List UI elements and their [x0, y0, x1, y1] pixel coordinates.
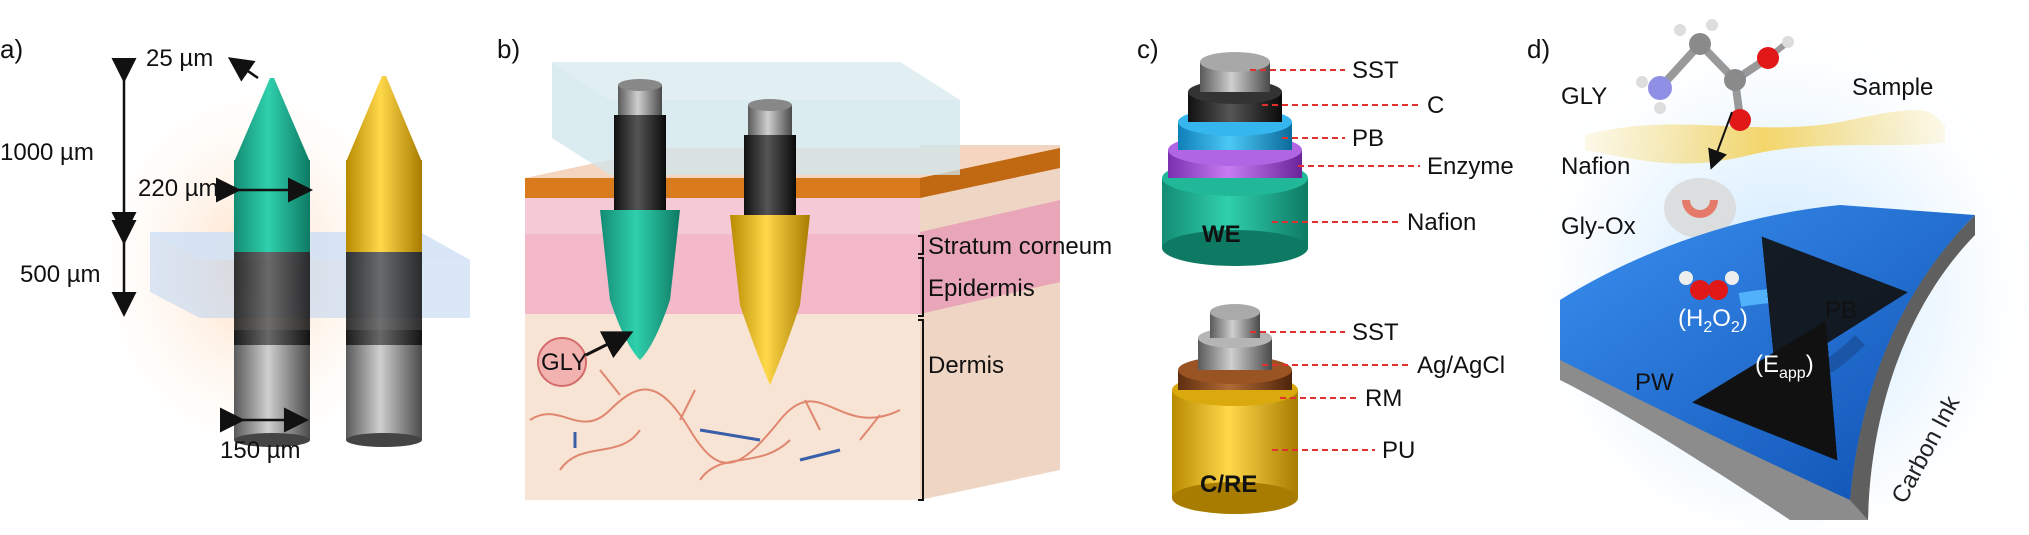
- nafion-band: [1585, 110, 1945, 164]
- panel-d: d): [1527, 10, 2029, 530]
- panel-c: c) WE SST C PB Enzyme Nafion: [1137, 34, 1514, 514]
- gly-mol-label: GLY: [1561, 83, 1607, 110]
- panel-a: a) 25 µm 1000 µm 220 µm 500 µm: [0, 34, 470, 475]
- panel-d-label: d): [1527, 34, 1550, 64]
- glyox-label: Gly-Ox: [1561, 213, 1636, 240]
- layer-stratum-side: [920, 148, 1060, 198]
- needle-cre-wire: [346, 330, 422, 440]
- cre-body: [744, 135, 796, 215]
- we-layer-c: C: [1427, 92, 1444, 119]
- we-leaders: [1250, 69, 1420, 223]
- needle-we-shaft: [234, 160, 310, 252]
- oxidation-arrow: [1738, 236, 1908, 376]
- inserted-needle-cre: [730, 99, 810, 385]
- enzyme-active-site: [1682, 200, 1718, 218]
- gly-label: GLY: [541, 349, 587, 376]
- bracket-epidermis: [918, 257, 924, 317]
- gly-arrow: [585, 331, 634, 359]
- dim-width-label: 220 µm: [138, 175, 219, 202]
- needle-we-base: [234, 250, 310, 345]
- dim-tip-label: 25 µm: [146, 45, 213, 72]
- panel-a-label: a): [0, 34, 23, 64]
- cre-layer-sst: SST: [1352, 319, 1399, 346]
- cre-tag: C/RE: [1200, 471, 1257, 498]
- glycine-molecule: [1636, 19, 1794, 131]
- needle-cre-wire-end: [346, 433, 422, 447]
- dim-length-label: 1000 µm: [0, 139, 94, 166]
- needle-we: [234, 78, 310, 447]
- pw-label: PW: [1635, 369, 1674, 396]
- dim-wire-label: 150 µm: [220, 437, 301, 464]
- cre-layer-agagcl: Ag/AgCl: [1417, 352, 1505, 379]
- we-nafion-bottom: [1162, 230, 1308, 266]
- gly-down-arrow: [1708, 111, 1733, 170]
- inserted-needle-we: [600, 79, 680, 360]
- cre-leaders: [1250, 331, 1410, 451]
- layer-dermis-label: Dermis: [928, 352, 1004, 379]
- we-layer-nafion: Nafion: [1407, 209, 1476, 236]
- needle-cre-base: [346, 250, 422, 345]
- skin-side: [920, 145, 1060, 500]
- cre-tip: [730, 215, 810, 385]
- panel-b: b): [497, 34, 1112, 501]
- layer-epidermis-label: Epidermis: [928, 275, 1035, 302]
- layer-dermis: [525, 312, 920, 500]
- layer-epidermis-side: [920, 200, 1060, 314]
- bracket-dermis: [918, 319, 924, 501]
- reduction-arrow: [1692, 320, 1865, 461]
- needle-we-tip: [234, 78, 310, 162]
- carbon-ink-side: [1850, 215, 1975, 520]
- cre-pu: [1172, 390, 1298, 498]
- capillaries: [529, 369, 901, 481]
- we-layer-enzyme: Enzyme: [1427, 153, 1514, 180]
- needle-cre-shaft: [346, 160, 422, 252]
- panel-b-label: b): [497, 34, 520, 64]
- we-tag: WE: [1202, 221, 1241, 248]
- cre-layer-pu: PU: [1382, 437, 1415, 464]
- pb-label: PB: [1825, 297, 1857, 324]
- we-stack: WE: [1162, 52, 1308, 266]
- h2o2-molecule: [1679, 271, 1739, 300]
- cre-stack: C/RE: [1172, 304, 1298, 514]
- needle-we-wire: [234, 330, 310, 440]
- needle-cre-tip: [346, 76, 422, 162]
- layer-epidermis: [525, 232, 920, 314]
- panel-c-label: c): [1137, 34, 1159, 64]
- bracket-stratum: [918, 235, 924, 255]
- we-layer-sst: SST: [1352, 57, 1399, 84]
- dim-base-label: 500 µm: [20, 261, 101, 288]
- blood-vessels: [573, 428, 841, 462]
- h2o2-label: (H2O2): [1678, 305, 1748, 336]
- nafion-label: Nafion: [1561, 153, 1630, 180]
- layer-stratum: [525, 178, 920, 198]
- we-tip: [600, 210, 680, 360]
- needle-we-wire-end: [234, 433, 310, 447]
- sample-label: Sample: [1852, 74, 1933, 101]
- patch-top: [552, 62, 960, 100]
- eapp-label: (Eapp): [1755, 351, 1814, 382]
- needle-cre: [346, 76, 422, 447]
- we-body: [614, 115, 666, 210]
- layer-stratum-label: Stratum corneum: [928, 233, 1112, 260]
- enzyme-glyox: [1664, 178, 1736, 238]
- cre-layer-rm: RM: [1365, 385, 1402, 412]
- dim-tip-arrow: [227, 57, 259, 82]
- we-layer-pb: PB: [1352, 125, 1384, 152]
- gly-bubble: [537, 337, 587, 387]
